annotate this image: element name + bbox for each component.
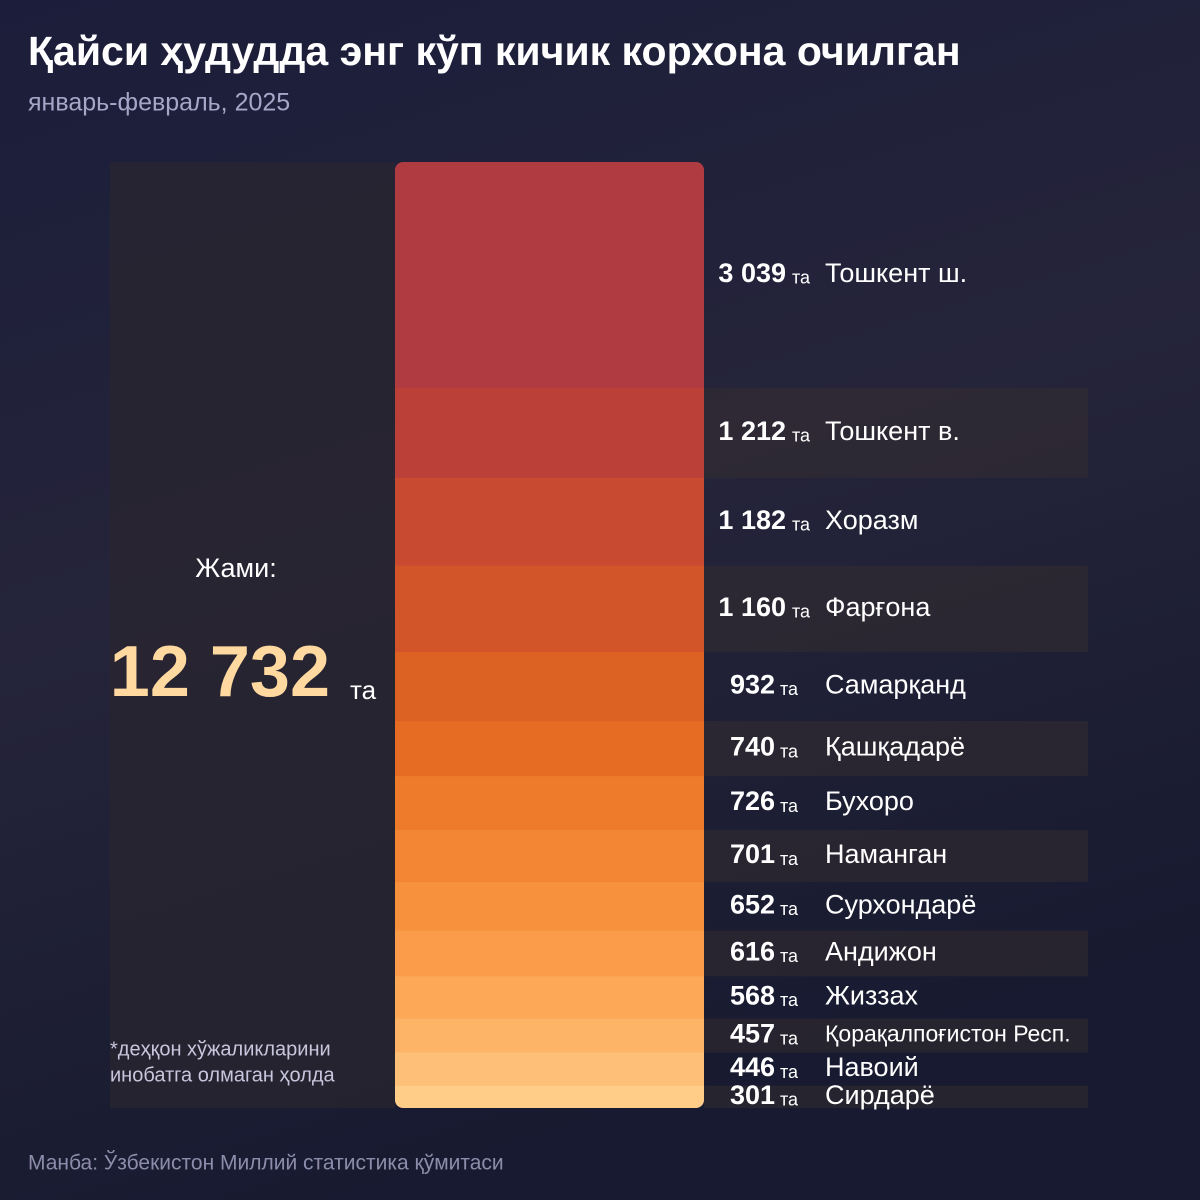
bar-segment bbox=[395, 776, 704, 831]
category-label: Қорақалпоғистон Респ. bbox=[825, 1021, 1071, 1047]
bar-segment bbox=[395, 882, 704, 932]
category-label: Сирдарё bbox=[825, 1080, 935, 1110]
value-label: 1 160 bbox=[718, 592, 786, 622]
unit-label: та bbox=[780, 1062, 799, 1082]
category-label: Андижон bbox=[825, 937, 937, 967]
bar-segment bbox=[395, 565, 704, 653]
category-label: Наманган bbox=[825, 839, 947, 869]
unit-label: та bbox=[780, 796, 799, 816]
unit-label: та bbox=[780, 946, 799, 966]
value-label: 457 bbox=[730, 1019, 775, 1049]
label-band bbox=[704, 1018, 1088, 1053]
label-band bbox=[704, 830, 1088, 883]
category-label: Тошкент ш. bbox=[825, 258, 967, 288]
bar-segment bbox=[395, 1085, 704, 1108]
unit-label: та bbox=[780, 899, 799, 919]
bar-segment bbox=[395, 976, 704, 1020]
label-band bbox=[704, 930, 1088, 977]
bar-segment bbox=[395, 1018, 704, 1053]
subtitle: январь-февраль, 2025 bbox=[28, 89, 290, 117]
bar-segment bbox=[395, 162, 704, 389]
category-label: Хоразм bbox=[825, 505, 918, 535]
bar-segment bbox=[395, 930, 704, 977]
value-label: 932 bbox=[730, 670, 775, 700]
note: *деҳқон хўжаликларини bbox=[110, 1038, 331, 1060]
value-label: 616 bbox=[730, 937, 775, 967]
unit-label: та bbox=[780, 1028, 799, 1048]
category-label: Қашқадарё bbox=[825, 732, 965, 762]
value-label: 568 bbox=[730, 981, 775, 1011]
value-label: 701 bbox=[730, 839, 775, 869]
stack: 3 039 та Тошкент ш. 1 212 та Тошкент в. 1 182 т… bbox=[395, 162, 1088, 1110]
value-label: 3 039 bbox=[718, 258, 786, 288]
value-label: 1 182 bbox=[718, 505, 786, 535]
bar-segment bbox=[395, 830, 704, 883]
unit-label: та bbox=[792, 426, 811, 446]
unit-label: та bbox=[792, 268, 811, 288]
value-label: 1 212 bbox=[718, 416, 786, 446]
left-panel bbox=[110, 162, 395, 1108]
bar-segment bbox=[395, 477, 704, 567]
unit-label: та bbox=[780, 1090, 799, 1110]
bar-segment bbox=[395, 1052, 704, 1087]
unit-label: та bbox=[780, 741, 799, 761]
segments bbox=[395, 162, 704, 1108]
unit-label: та bbox=[780, 990, 799, 1010]
note: инобатга олмаган ҳолда bbox=[110, 1064, 336, 1086]
bar-segment bbox=[395, 721, 704, 777]
label-band bbox=[704, 565, 1088, 652]
bar-segment bbox=[395, 651, 704, 722]
unit-label: та bbox=[792, 515, 811, 535]
label-band bbox=[704, 721, 1088, 777]
value-label: 740 bbox=[730, 732, 775, 762]
total-value: 12 732 bbox=[110, 632, 330, 712]
total-unit: та bbox=[350, 675, 377, 705]
category-label: Жиззах bbox=[825, 981, 918, 1011]
category-label: Бухоро bbox=[825, 786, 914, 816]
label-band bbox=[704, 387, 1088, 478]
title: Қайси ҳудудда энг кўп кичик корхона очил… bbox=[28, 28, 961, 74]
source: Манба: Ўзбекистон Миллий статистика қўми… bbox=[28, 1151, 504, 1175]
category-label: Самарқанд bbox=[825, 670, 966, 700]
category-label: Тошкент в. bbox=[825, 416, 960, 446]
value-label: 446 bbox=[730, 1052, 775, 1082]
category-label: Сурхондарё bbox=[825, 889, 976, 919]
value-label: 652 bbox=[730, 889, 775, 919]
unit-label: та bbox=[780, 849, 799, 869]
bar-segment bbox=[395, 387, 704, 479]
category-label: Навоий bbox=[825, 1052, 919, 1082]
total-title: Жами: bbox=[195, 553, 276, 583]
value-label: 726 bbox=[730, 786, 775, 816]
category-label: Фарғона bbox=[825, 592, 931, 622]
label-band bbox=[704, 1085, 1088, 1108]
unit-label: та bbox=[792, 602, 811, 622]
unit-label: та bbox=[780, 679, 799, 699]
value-label: 301 bbox=[730, 1080, 775, 1110]
